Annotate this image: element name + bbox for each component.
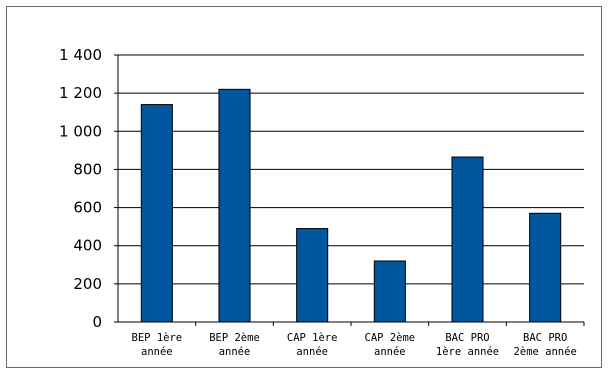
x-tick-label: CAP 1ère année (287, 332, 338, 358)
y-tick-label: 600 (73, 199, 102, 217)
gridlines (118, 54, 584, 285)
x-tick-labels: BEP 1ère année BEP 2ème année CAP 1ère année C… (132, 332, 577, 358)
bar (373, 260, 406, 323)
bar (218, 88, 251, 323)
x-tick-label: BEP 2ème année (209, 332, 260, 358)
x-tick-label: CAP 2ème année (365, 332, 416, 358)
y-tick-label: 1 400 (59, 46, 102, 64)
x-tick-label: BAC PRO 2ème année (514, 332, 577, 358)
bars (140, 88, 562, 323)
y-tick-label: 1 000 (59, 122, 102, 140)
bar (451, 156, 484, 323)
bar (140, 104, 173, 323)
bar (529, 212, 562, 323)
y-tick-labels: 0 200 400 600 800 1 000 1 200 1 400 (59, 46, 102, 331)
x-tick-label: BEP 1ère année (132, 332, 183, 358)
y-tick-label: 200 (73, 275, 102, 293)
y-tick-label: 400 (73, 237, 102, 255)
y-tick-label: 1 200 (59, 84, 102, 102)
y-tick-label: 0 (92, 313, 102, 331)
x-tick-label: BAC PRO 1ère année (436, 332, 499, 358)
axes (114, 54, 585, 326)
bar (296, 228, 329, 323)
y-tick-label: 800 (73, 160, 102, 178)
